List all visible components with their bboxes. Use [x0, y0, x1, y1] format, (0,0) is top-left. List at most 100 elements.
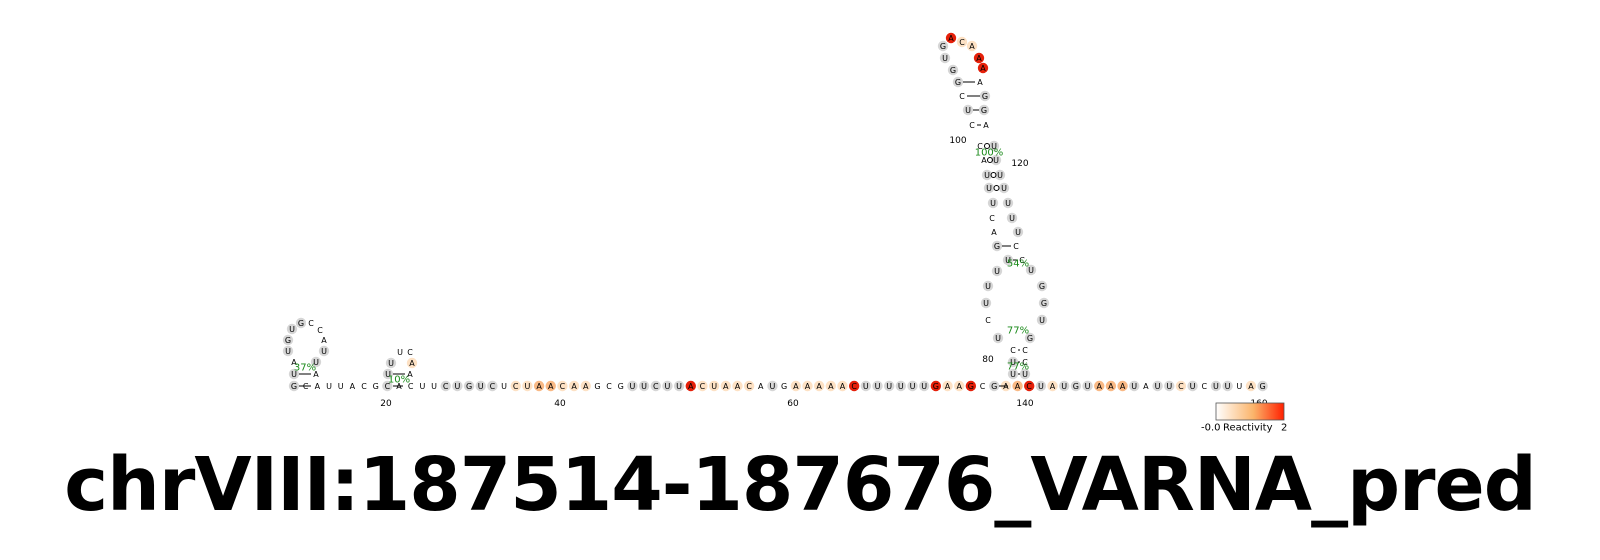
nucleotide-circle: [1007, 368, 1019, 380]
nucleotide-circle: [463, 380, 475, 392]
nucleotide-circle: [1024, 332, 1036, 344]
nucleotide-circle: [767, 380, 778, 392]
nucleotide-letter: U: [326, 382, 332, 391]
nucleotide-letter: U: [1038, 382, 1044, 391]
nucleotide-circle: [1094, 380, 1105, 392]
sequence-index-label: 80: [982, 355, 994, 365]
nucleotide-letter: U: [910, 382, 916, 391]
nucleotide-letter: C: [490, 382, 496, 391]
nucleotide-circle: [743, 380, 755, 392]
nucleotide-circle: [965, 380, 977, 392]
nucleotide-letter: U: [1039, 316, 1045, 325]
nucleotide-letter: U: [1005, 199, 1011, 208]
nucleotide-circle: [1019, 368, 1031, 380]
nucleotide-circle: [947, 64, 959, 76]
nucleotide-circle: [790, 380, 802, 392]
nucleotide-letter: A: [688, 382, 694, 391]
nucleotide-circle: [305, 317, 317, 329]
nucleotide-circle: [638, 380, 650, 392]
nucleotide-circle: [1012, 380, 1023, 392]
nucleotide-letter: U: [997, 171, 1003, 180]
nucleotide-letter: A: [321, 336, 327, 345]
nucleotide-circle: [966, 40, 978, 52]
nucleotide-letter: C: [443, 382, 449, 391]
nucleotide-letter: C: [1022, 358, 1028, 367]
nucleotide-letter: A: [981, 156, 987, 165]
nucleotide-letter: C: [513, 382, 519, 391]
nucleotide-letter: C: [317, 326, 323, 335]
nucleotide-letter: C: [1178, 382, 1184, 391]
nucleotide-letter: A: [291, 358, 297, 367]
nucleotide-circle: [1025, 264, 1037, 276]
nucleotide-letter: U: [501, 382, 507, 391]
nucleotide-letter: C: [746, 382, 752, 391]
nucleotide-letter: U: [993, 156, 999, 165]
nucleotide-circle: [662, 380, 673, 392]
nucleotide-circle: [802, 380, 813, 392]
sequence-index-label: 40: [554, 399, 566, 409]
nucleotide-letter: U: [1166, 382, 1172, 391]
nucleotide-letter: C: [385, 382, 391, 391]
nucleotide-letter: A: [816, 382, 822, 391]
nucleotide-letter: C: [977, 142, 983, 151]
wobble-pair-mark: [984, 143, 990, 149]
nucleotide-circle: [382, 368, 394, 380]
nucleotide-circle: [990, 154, 1002, 166]
nucleotide-circle: [533, 380, 545, 392]
nucleotide-letter: G: [373, 382, 379, 391]
nucleotide-letter: G: [940, 42, 946, 51]
nucleotide-circle: [977, 380, 988, 392]
nucleotide-circle: [404, 346, 416, 358]
nucleotide-circle: [510, 380, 521, 392]
nucleotide-letter: C: [1010, 346, 1016, 355]
nucleotide-letter: U: [1061, 382, 1067, 391]
nucleotide-letter: U: [985, 282, 991, 291]
sequence-index-label: 100: [949, 136, 966, 146]
nucleotide-letter: C: [985, 316, 991, 325]
nucleotide-letter: U: [1190, 382, 1196, 391]
nucleotide-circle: [992, 332, 1004, 344]
nucleotide-circle: [288, 368, 300, 380]
nucleotide-letter: U: [478, 382, 484, 391]
nucleotide-circle: [1105, 380, 1117, 392]
nucleotide-circle: [498, 380, 510, 392]
nucleotide-letter: C: [959, 38, 965, 47]
nucleotide-letter: C: [408, 382, 414, 391]
nucleotide-circle: [895, 380, 907, 392]
nucleotide-circle: [1012, 226, 1024, 238]
nucleotide-letter: A: [315, 382, 321, 391]
nucleotide-letter: C: [560, 382, 566, 391]
nucleotide-circle: [837, 380, 848, 392]
nucleotide-letter: U: [921, 382, 927, 391]
nucleotide-letter: A: [991, 228, 997, 237]
nucleotide-letter: U: [986, 184, 992, 193]
nucleotide-circle: [872, 380, 883, 392]
nucleotide-letter: U: [1001, 184, 1007, 193]
nucleotide-letter: U: [665, 382, 671, 391]
nucleotide-circle: [358, 380, 370, 392]
nucleotide-circle: [314, 324, 326, 336]
legend-max-label: 2: [1281, 423, 1287, 434]
nucleotide-circle: [394, 346, 406, 358]
nucleotide-circle: [1038, 297, 1050, 309]
nucleotide-circle: [980, 297, 992, 309]
nucleotide-circle: [1007, 344, 1019, 356]
nucleotide-circle: [697, 380, 708, 392]
nucleotide-circle: [545, 380, 556, 392]
nucleotide-circle: [977, 62, 989, 74]
nucleotide-letter: G: [950, 66, 956, 75]
nucleotide-letter: U: [1005, 256, 1011, 265]
nucleotide-circle: [1024, 380, 1035, 392]
nucleotide-circle: [1007, 356, 1019, 368]
nucleotide-letter: C: [308, 319, 314, 328]
nucleotide-circle: [988, 140, 1000, 152]
nucleotide-circle: [318, 334, 330, 346]
nucleotide-letter: U: [886, 382, 892, 391]
nucleotide-circle: [1117, 380, 1128, 392]
nucleotide-letter: U: [1085, 382, 1091, 391]
nucleotide-letter: G: [781, 382, 787, 391]
nucleotide-letter: U: [385, 370, 391, 379]
nucleotide-circle: [974, 76, 986, 88]
nucleotide-letter: G: [1260, 382, 1266, 391]
nucleotide-circle: [986, 212, 998, 224]
